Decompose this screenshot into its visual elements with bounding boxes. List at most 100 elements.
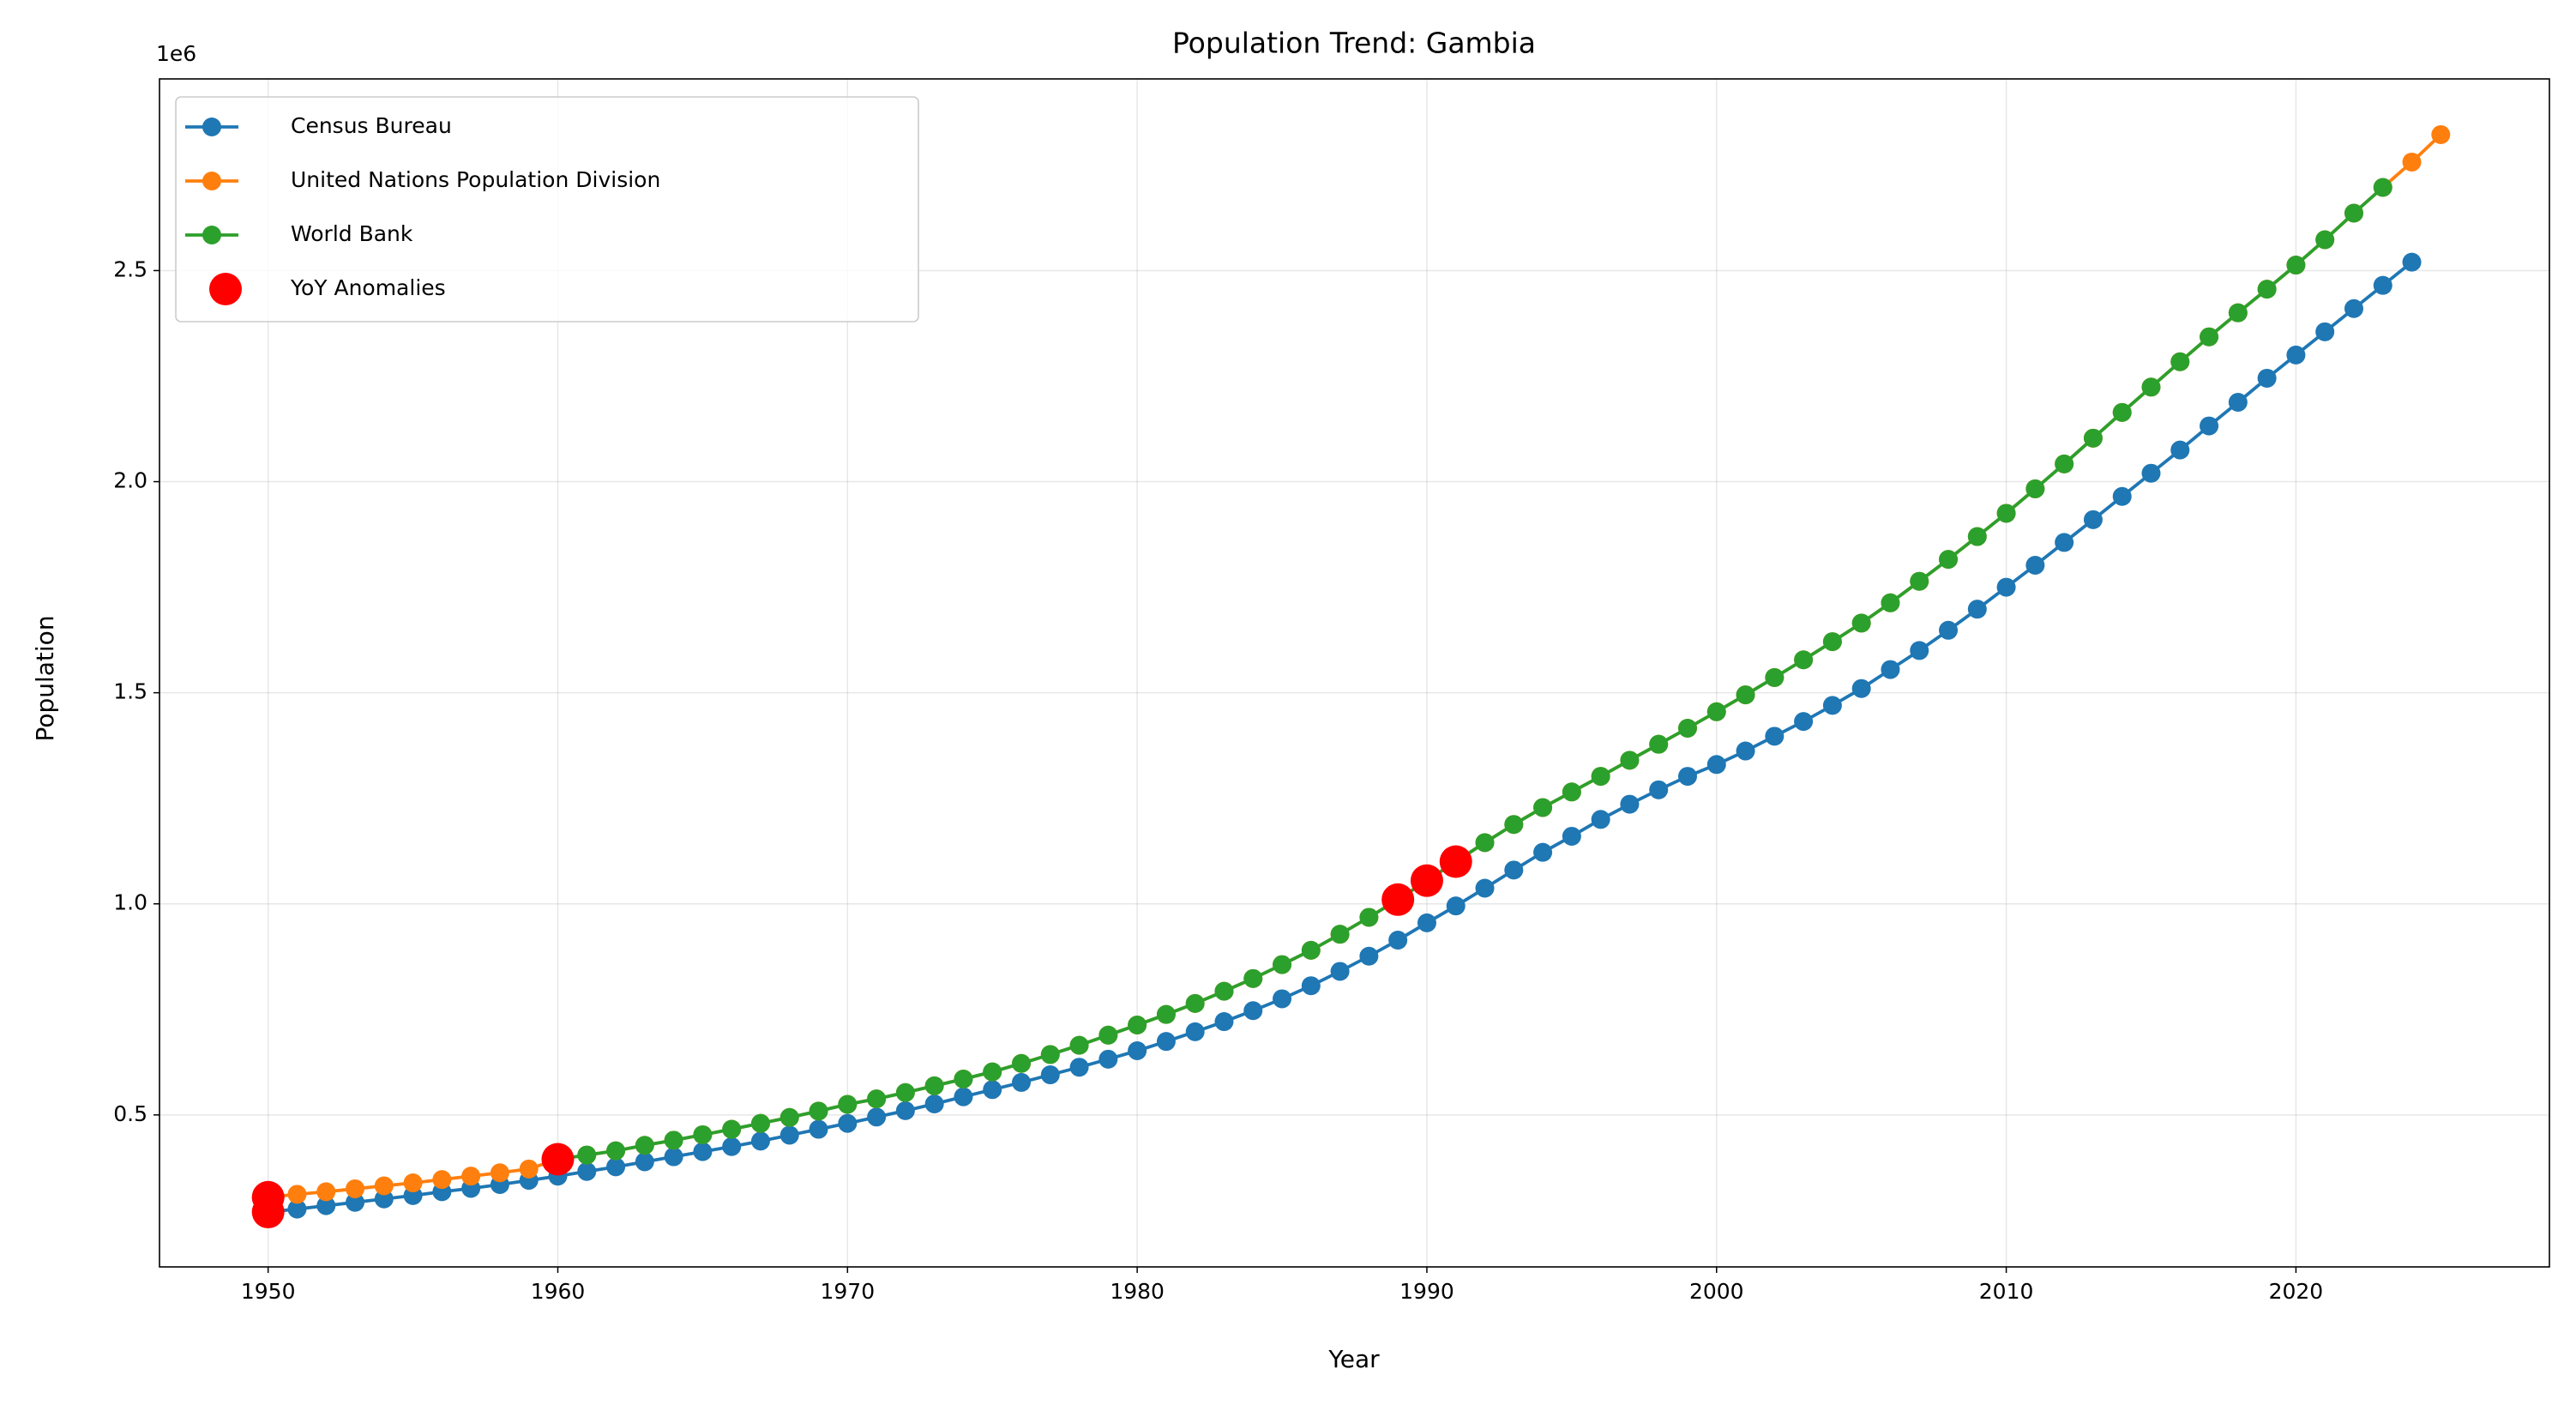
- data-point: [1620, 751, 1640, 770]
- data-point: [2286, 345, 2306, 365]
- data-point: [1156, 1032, 1176, 1052]
- data-point: [1417, 913, 1436, 932]
- data-point: [693, 1125, 713, 1144]
- data-point: [2055, 533, 2074, 552]
- data-point: [2286, 256, 2306, 275]
- data-point: [1939, 620, 1959, 640]
- data-point: [2112, 402, 2132, 422]
- data-point: [924, 1076, 944, 1095]
- data-point: [1243, 968, 1263, 988]
- data-point: [1996, 577, 2016, 597]
- data-point: [2025, 479, 2045, 498]
- data-point: [1765, 727, 1785, 746]
- data-point: [1098, 1049, 1118, 1069]
- data-point: [838, 1113, 858, 1133]
- data-point: [2112, 486, 2132, 506]
- legend-marker: [202, 118, 221, 136]
- data-point: [1069, 1035, 1089, 1055]
- data-point: [1098, 1025, 1118, 1045]
- y-tick-label: 1.5: [113, 679, 147, 704]
- data-point: [2344, 203, 2363, 223]
- data-point: [983, 1080, 1002, 1100]
- data-point: [1475, 878, 1495, 898]
- data-point: [1359, 908, 1379, 927]
- data-point: [1881, 593, 1900, 612]
- data-point: [1591, 767, 1610, 787]
- legend-label: Census Bureau: [291, 113, 452, 138]
- data-point: [1156, 1004, 1176, 1024]
- data-point: [1040, 1065, 1060, 1085]
- data-point: [2055, 454, 2074, 473]
- data-point: [1881, 660, 1900, 679]
- y-tick-label: 2.0: [113, 468, 147, 493]
- data-point: [287, 1185, 307, 1204]
- data-point: [1243, 1001, 1263, 1021]
- data-point: [374, 1176, 394, 1196]
- data-point: [2344, 298, 2363, 318]
- data-point: [2228, 303, 2248, 323]
- data-point: [1040, 1045, 1060, 1064]
- legend: Census Bureau United Nations Population D…: [175, 96, 919, 323]
- data-point: [1504, 815, 1524, 835]
- data-point: [1794, 712, 1814, 732]
- data-point: [1128, 1041, 1147, 1061]
- data-point: [1794, 650, 1814, 670]
- data-point: [2315, 230, 2335, 250]
- data-point: [316, 1182, 336, 1202]
- data-point: [1388, 931, 1408, 950]
- data-point: [1736, 741, 1755, 761]
- data-point: [1822, 632, 1842, 652]
- chart-title: Population Trend: Gambia: [1172, 27, 1536, 60]
- data-point: [1967, 600, 1987, 619]
- data-point: [1677, 718, 1697, 738]
- data-point: [1939, 550, 1959, 570]
- data-point: [287, 1199, 307, 1219]
- x-tick-label: 2010: [1979, 1279, 2034, 1304]
- data-point: [374, 1189, 394, 1209]
- data-point: [635, 1152, 654, 1172]
- data-point: [2141, 463, 2161, 483]
- data-point: [2170, 440, 2190, 460]
- data-point: [1910, 641, 1929, 660]
- x-tick-label: 1980: [1110, 1279, 1165, 1304]
- x-tick-label: 1960: [531, 1279, 586, 1304]
- data-point: [1533, 798, 1553, 817]
- data-point: [1273, 955, 1292, 974]
- x-tick-label: 1990: [1399, 1279, 1454, 1304]
- data-point: [2431, 124, 2451, 144]
- data-point: [1996, 504, 2016, 523]
- y-tick-label: 2.5: [113, 256, 147, 281]
- data-point: [1706, 702, 1726, 721]
- legend-box: [175, 96, 919, 323]
- data-point: [316, 1196, 336, 1215]
- series-line: [557, 186, 2385, 1161]
- data-point: [606, 1157, 626, 1177]
- data-point: [1012, 1053, 1032, 1073]
- data-point: [983, 1062, 1002, 1082]
- data-point: [1967, 527, 1987, 546]
- data-point: [867, 1089, 887, 1109]
- data-point: [1330, 925, 1350, 944]
- data-point: [2200, 327, 2219, 347]
- x-tick-label: 1950: [241, 1279, 296, 1304]
- data-point: [2402, 252, 2422, 272]
- data-point: [1591, 810, 1610, 829]
- y-axis-label: Population: [31, 615, 59, 741]
- data-point: [1446, 896, 1466, 916]
- data-point: [954, 1087, 973, 1107]
- data-point: [1214, 1012, 1234, 1032]
- data-point: [490, 1163, 509, 1183]
- data-point: [2315, 322, 2335, 341]
- data-point: [2373, 275, 2392, 295]
- data-point: [867, 1107, 887, 1127]
- data-point: [2083, 428, 2103, 448]
- data-point: [1851, 678, 1871, 698]
- data-point: [2141, 377, 2161, 397]
- data-point: [346, 1192, 365, 1212]
- data-point: [1706, 755, 1726, 775]
- legend-marker: [202, 172, 221, 190]
- data-point: [664, 1147, 683, 1167]
- data-point: [1736, 685, 1755, 705]
- legend-label: YoY Anomalies: [290, 275, 446, 300]
- data-point: [1185, 1022, 1205, 1041]
